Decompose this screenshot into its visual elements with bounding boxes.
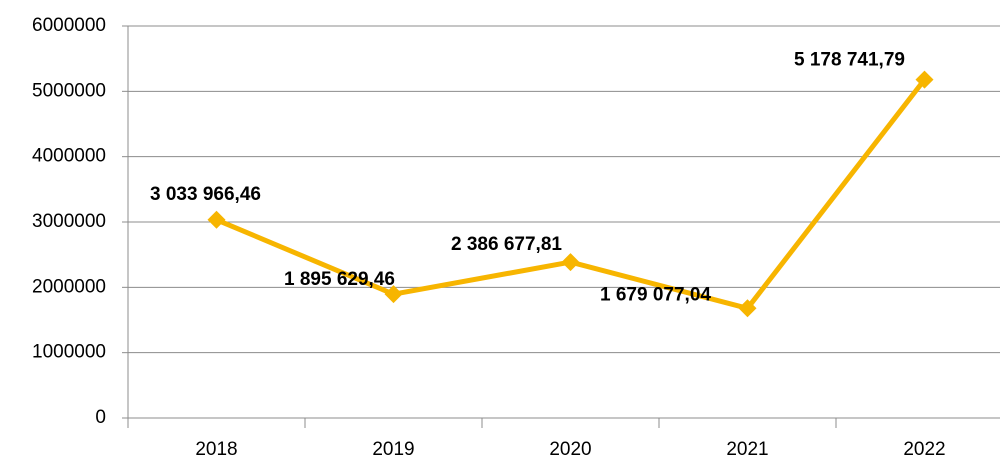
marker bbox=[561, 253, 580, 272]
y-tick-label: 6000000 bbox=[32, 15, 106, 36]
data-label: 1 679 077,04 bbox=[600, 284, 711, 305]
data-label: 2 386 677,81 bbox=[451, 234, 562, 255]
data-label: 1 895 629,46 bbox=[284, 269, 395, 290]
marker bbox=[738, 299, 757, 318]
x-tick-label: 2020 bbox=[549, 439, 591, 460]
data-label: 5 178 741,79 bbox=[794, 50, 905, 71]
x-tick-label: 2019 bbox=[372, 439, 414, 460]
y-tick-label: 3000000 bbox=[32, 211, 106, 232]
y-tick-label: 0 bbox=[95, 407, 106, 428]
y-tick-label: 2000000 bbox=[32, 276, 106, 297]
y-tick-label: 1000000 bbox=[32, 342, 106, 363]
x-tick-label: 2022 bbox=[903, 439, 945, 460]
marker bbox=[915, 70, 934, 89]
marker bbox=[384, 285, 403, 304]
y-tick-label: 5000000 bbox=[32, 80, 106, 101]
x-tick-label: 2021 bbox=[726, 439, 768, 460]
marker bbox=[207, 210, 226, 229]
data-label: 3 033 966,46 bbox=[150, 184, 261, 205]
x-tick-label: 2018 bbox=[195, 439, 237, 460]
y-tick-label: 4000000 bbox=[32, 146, 106, 167]
